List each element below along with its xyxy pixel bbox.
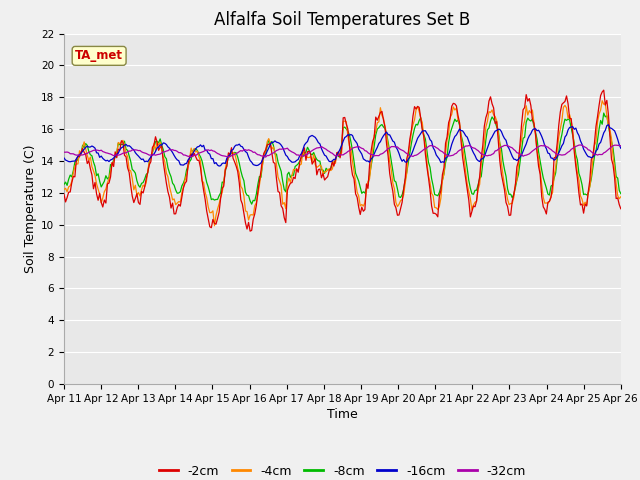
Legend: -2cm, -4cm, -8cm, -16cm, -32cm: -2cm, -4cm, -8cm, -16cm, -32cm (154, 460, 531, 480)
Text: TA_met: TA_met (75, 49, 123, 62)
X-axis label: Time: Time (327, 408, 358, 421)
Y-axis label: Soil Temperature (C): Soil Temperature (C) (24, 144, 37, 273)
Title: Alfalfa Soil Temperatures Set B: Alfalfa Soil Temperatures Set B (214, 11, 470, 29)
